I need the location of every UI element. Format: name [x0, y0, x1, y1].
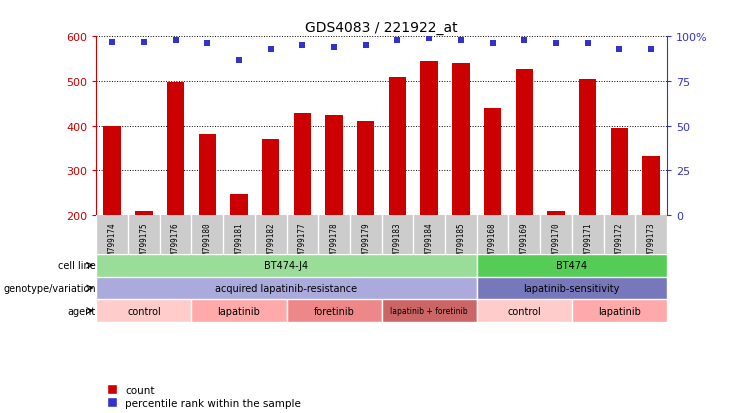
Text: GSM799185: GSM799185: [456, 221, 465, 263]
Text: lapatinib: lapatinib: [598, 306, 641, 316]
Text: foretinib: foretinib: [313, 306, 354, 316]
Text: GSM799172: GSM799172: [615, 221, 624, 263]
Text: GSM799175: GSM799175: [139, 221, 148, 263]
Text: GSM799171: GSM799171: [583, 221, 592, 263]
Point: [487, 41, 499, 47]
Bar: [572, 299, 667, 322]
Point: [455, 38, 467, 44]
Point: [582, 41, 594, 47]
Point: [423, 36, 435, 42]
Text: BT474-J4: BT474-J4: [265, 261, 308, 271]
Text: GSM799181: GSM799181: [234, 221, 244, 263]
Text: lapatinib: lapatinib: [218, 306, 260, 316]
Point: [360, 43, 372, 50]
Point: [550, 41, 562, 47]
Text: GSM799168: GSM799168: [488, 221, 497, 263]
Text: GSM799182: GSM799182: [266, 221, 275, 263]
Text: agent: agent: [67, 306, 96, 316]
Text: GSM799170: GSM799170: [551, 221, 560, 263]
Bar: [287, 299, 382, 322]
Point: [106, 39, 118, 46]
Bar: [293, 114, 311, 216]
Point: [518, 38, 530, 44]
Point: [233, 57, 245, 64]
Point: [170, 38, 182, 44]
Text: lapatinib-sensitivity: lapatinib-sensitivity: [524, 283, 620, 293]
Point: [296, 43, 308, 50]
Bar: [262, 140, 279, 216]
Text: GSM799174: GSM799174: [107, 221, 116, 263]
Point: [328, 45, 340, 51]
Text: GSM799184: GSM799184: [425, 221, 433, 263]
Bar: [476, 277, 667, 299]
Text: GSM799173: GSM799173: [647, 221, 656, 263]
Title: GDS4083 / 221922_at: GDS4083 / 221922_at: [305, 21, 458, 35]
Point: [645, 46, 657, 53]
Text: BT474: BT474: [556, 261, 588, 271]
Bar: [382, 299, 476, 322]
Bar: [230, 194, 247, 216]
Bar: [611, 128, 628, 216]
Point: [138, 39, 150, 46]
Text: GSM799178: GSM799178: [330, 221, 339, 263]
Text: lapatinib + foretinib: lapatinib + foretinib: [391, 306, 468, 316]
Bar: [548, 211, 565, 216]
Point: [391, 38, 403, 44]
Bar: [476, 254, 667, 277]
Point: [265, 46, 276, 53]
Text: GSM799169: GSM799169: [519, 221, 529, 263]
Legend: count, percentile rank within the sample: count, percentile rank within the sample: [102, 385, 302, 408]
Bar: [389, 78, 406, 216]
Bar: [579, 80, 597, 216]
Text: cell line: cell line: [58, 261, 96, 271]
Text: GSM799180: GSM799180: [203, 221, 212, 263]
Text: acquired lapatinib-resistance: acquired lapatinib-resistance: [216, 283, 358, 293]
Bar: [96, 277, 476, 299]
Text: GSM799179: GSM799179: [362, 221, 370, 263]
Bar: [452, 64, 470, 216]
Bar: [420, 62, 438, 216]
Text: control: control: [508, 306, 541, 316]
Text: GSM799177: GSM799177: [298, 221, 307, 263]
Bar: [642, 157, 659, 216]
Bar: [476, 299, 572, 322]
Text: control: control: [127, 306, 161, 316]
Bar: [96, 254, 476, 277]
Point: [614, 46, 625, 53]
Bar: [199, 135, 216, 216]
Point: [202, 41, 213, 47]
Bar: [104, 126, 121, 216]
Bar: [191, 299, 287, 322]
Text: GSM799183: GSM799183: [393, 221, 402, 263]
Bar: [96, 299, 191, 322]
Bar: [516, 70, 533, 216]
Bar: [357, 121, 374, 216]
Bar: [135, 211, 153, 216]
Bar: [484, 109, 501, 216]
Bar: [167, 83, 185, 216]
Text: genotype/variation: genotype/variation: [3, 283, 96, 293]
Bar: [325, 116, 343, 216]
Text: GSM799176: GSM799176: [171, 221, 180, 263]
